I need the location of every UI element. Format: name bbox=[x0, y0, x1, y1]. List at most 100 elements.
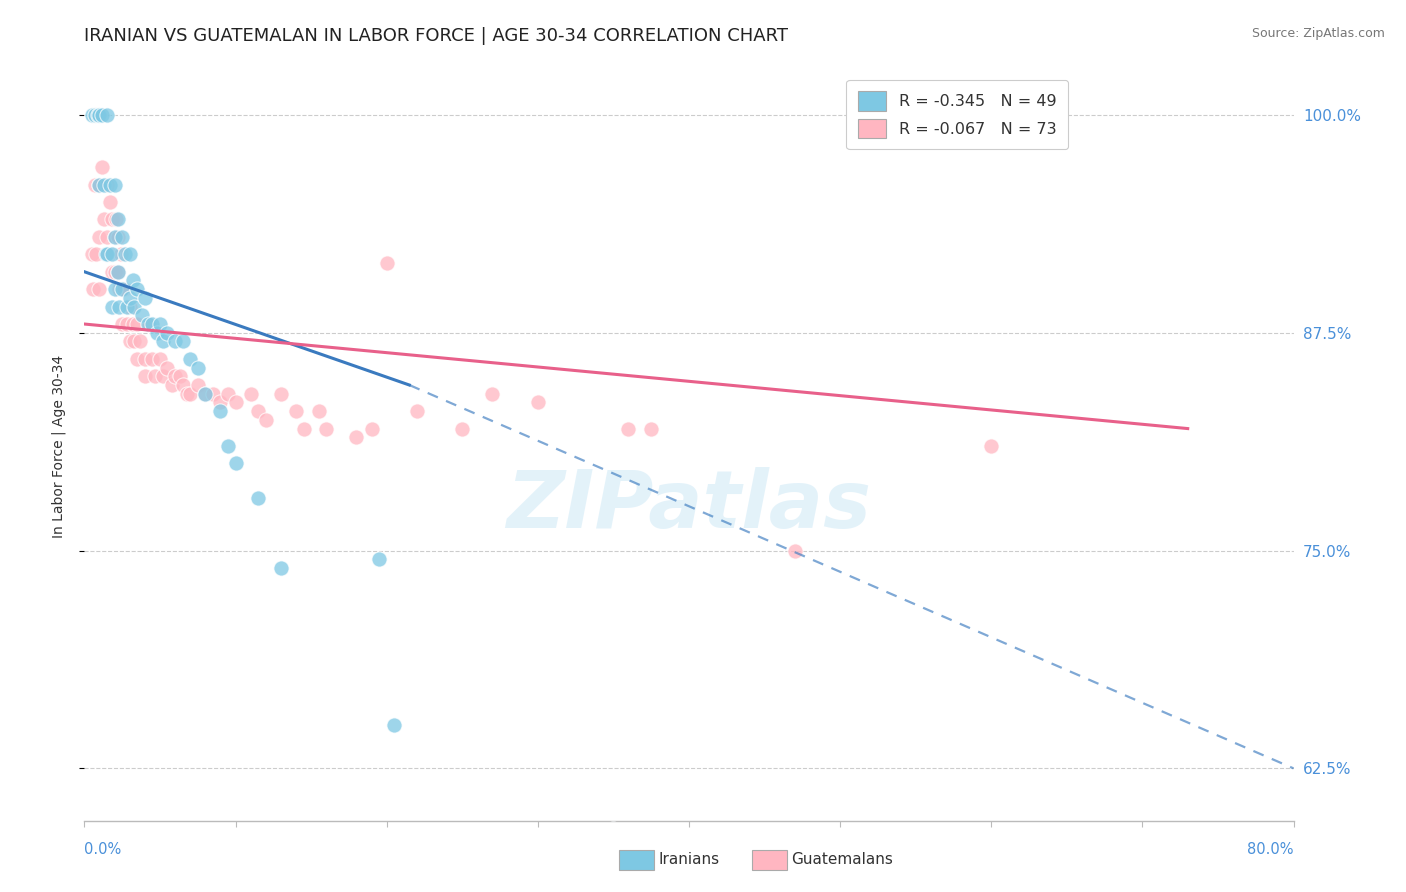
Point bbox=[96, 108, 118, 122]
Point bbox=[165, 369, 187, 384]
Point bbox=[368, 552, 391, 566]
Text: ZIPatlas: ZIPatlas bbox=[506, 467, 872, 545]
Point bbox=[93, 212, 115, 227]
Point bbox=[91, 108, 114, 122]
Point bbox=[107, 265, 129, 279]
Point bbox=[152, 369, 174, 384]
Point bbox=[346, 430, 368, 444]
Point bbox=[105, 212, 128, 227]
Point bbox=[129, 334, 152, 349]
Point bbox=[145, 369, 167, 384]
Text: 0.0%: 0.0% bbox=[84, 841, 121, 856]
Point bbox=[149, 351, 172, 366]
Text: Guatemalans: Guatemalans bbox=[792, 853, 893, 867]
Point bbox=[80, 247, 103, 261]
Point bbox=[375, 256, 398, 270]
Point bbox=[134, 351, 156, 366]
Point bbox=[111, 282, 134, 296]
Point bbox=[360, 421, 382, 435]
Point bbox=[134, 291, 156, 305]
Point bbox=[225, 395, 247, 409]
Point bbox=[104, 178, 127, 192]
Point bbox=[100, 212, 122, 227]
Point bbox=[617, 421, 640, 435]
Point bbox=[121, 317, 143, 331]
Point bbox=[121, 273, 143, 287]
Point bbox=[172, 378, 194, 392]
Point bbox=[169, 369, 191, 384]
Legend: R = -0.345   N = 49, R = -0.067   N = 73: R = -0.345 N = 49, R = -0.067 N = 73 bbox=[846, 80, 1069, 150]
Point bbox=[602, 822, 624, 837]
Text: Iranians: Iranians bbox=[658, 853, 718, 867]
Point bbox=[160, 378, 183, 392]
Point bbox=[179, 386, 201, 401]
Point bbox=[176, 386, 198, 401]
Point bbox=[156, 326, 179, 340]
Point bbox=[107, 230, 129, 244]
Point bbox=[89, 230, 111, 244]
Point bbox=[104, 265, 127, 279]
Point bbox=[100, 247, 122, 261]
Point bbox=[149, 317, 172, 331]
Point bbox=[270, 386, 292, 401]
Point bbox=[406, 404, 429, 418]
Point bbox=[84, 108, 107, 122]
Point bbox=[527, 395, 550, 409]
Point bbox=[118, 300, 141, 314]
Point bbox=[93, 178, 115, 192]
Point bbox=[107, 212, 129, 227]
Point bbox=[127, 351, 149, 366]
Point bbox=[194, 386, 217, 401]
Point bbox=[217, 386, 239, 401]
Point bbox=[87, 108, 110, 122]
Point bbox=[201, 386, 224, 401]
Point bbox=[217, 439, 239, 453]
Point bbox=[111, 282, 134, 296]
Point bbox=[96, 178, 118, 192]
Point bbox=[96, 247, 118, 261]
Point bbox=[239, 386, 262, 401]
Point bbox=[131, 308, 153, 322]
Point bbox=[82, 282, 104, 296]
Point bbox=[94, 247, 117, 261]
Text: 80.0%: 80.0% bbox=[1247, 841, 1294, 856]
Point bbox=[115, 300, 138, 314]
Point bbox=[91, 160, 114, 174]
Point bbox=[127, 282, 149, 296]
Point bbox=[134, 369, 156, 384]
Point bbox=[115, 317, 138, 331]
Point bbox=[108, 282, 131, 296]
Point bbox=[225, 457, 247, 471]
Point bbox=[108, 300, 131, 314]
Point bbox=[209, 404, 232, 418]
Point bbox=[89, 282, 111, 296]
Point bbox=[285, 404, 308, 418]
Point bbox=[127, 317, 149, 331]
Point bbox=[89, 108, 111, 122]
Point bbox=[122, 334, 145, 349]
Point bbox=[270, 561, 292, 575]
Point bbox=[118, 247, 141, 261]
Point bbox=[209, 395, 232, 409]
Text: Source: ZipAtlas.com: Source: ZipAtlas.com bbox=[1251, 27, 1385, 40]
Point bbox=[308, 404, 330, 418]
Point bbox=[110, 247, 132, 261]
Point bbox=[104, 230, 127, 244]
Point bbox=[194, 386, 217, 401]
Point bbox=[141, 317, 163, 331]
Point bbox=[80, 108, 103, 122]
Point bbox=[165, 334, 187, 349]
Point bbox=[187, 360, 209, 375]
Point bbox=[254, 413, 277, 427]
Point bbox=[451, 421, 474, 435]
Point bbox=[141, 351, 163, 366]
Point bbox=[112, 282, 135, 296]
Point bbox=[84, 108, 107, 122]
Point bbox=[118, 334, 141, 349]
Point bbox=[98, 195, 121, 210]
Point bbox=[86, 247, 108, 261]
Point bbox=[980, 439, 1002, 453]
Text: IRANIAN VS GUATEMALAN IN LABOR FORCE | AGE 30-34 CORRELATION CHART: IRANIAN VS GUATEMALAN IN LABOR FORCE | A… bbox=[84, 27, 789, 45]
Point bbox=[315, 421, 337, 435]
Point bbox=[114, 247, 136, 261]
